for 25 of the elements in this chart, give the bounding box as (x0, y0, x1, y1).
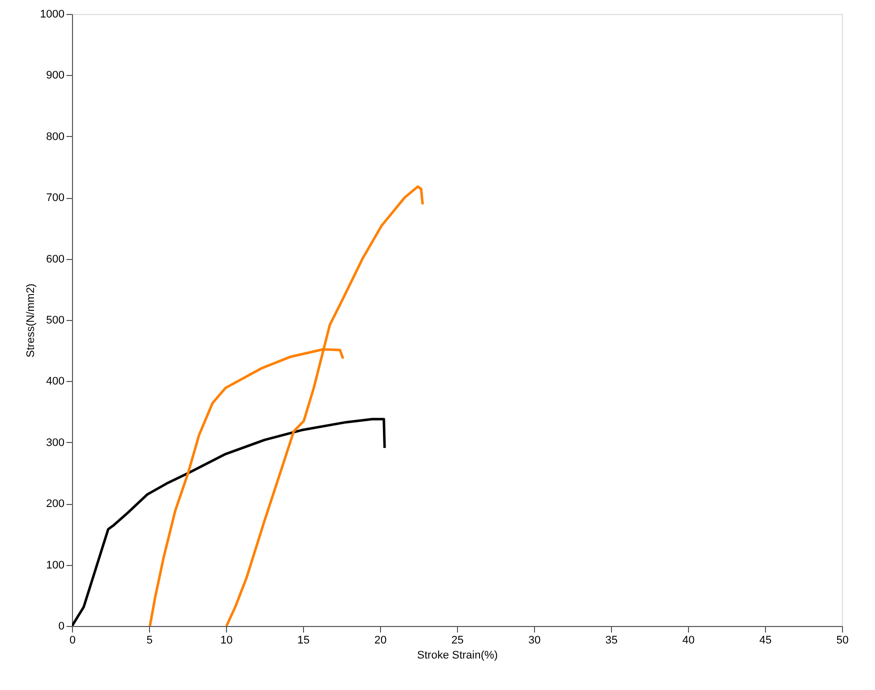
y-tick-label: 200 (46, 498, 64, 510)
y-axis-title: Stress(N/mm2) (25, 284, 38, 358)
y-tick-label: 600 (46, 253, 64, 266)
x-tick-label: 35 (605, 634, 618, 646)
x-tick-label: 30 (528, 634, 541, 646)
x-tick-label: 5 (146, 634, 153, 646)
y-tick-label: 700 (46, 192, 64, 204)
x-tick-label: 40 (682, 634, 695, 646)
x-tick-label: 20 (374, 634, 387, 646)
y-tick-label: 400 (46, 376, 64, 388)
x-tick-label: 50 (836, 634, 849, 646)
y-tick-label: 500 (46, 314, 64, 326)
y-tick-label: 100 (46, 559, 64, 572)
x-tick-label: 25 (451, 634, 464, 646)
y-tick-label: 1000 (40, 8, 64, 20)
line-series (72, 418, 386, 626)
x-tick-label: 45 (759, 634, 772, 646)
y-tick-label: 300 (46, 436, 64, 449)
x-axis-title: Stroke Strain(%) (417, 650, 498, 662)
y-tick-label: 0 (58, 620, 64, 632)
y-tick-label: 900 (46, 70, 64, 82)
x-tick-label: 15 (297, 634, 310, 646)
x-tick-label: 0 (69, 634, 76, 646)
y-tick-label: 800 (46, 130, 64, 143)
x-tick-label: 10 (220, 634, 233, 646)
